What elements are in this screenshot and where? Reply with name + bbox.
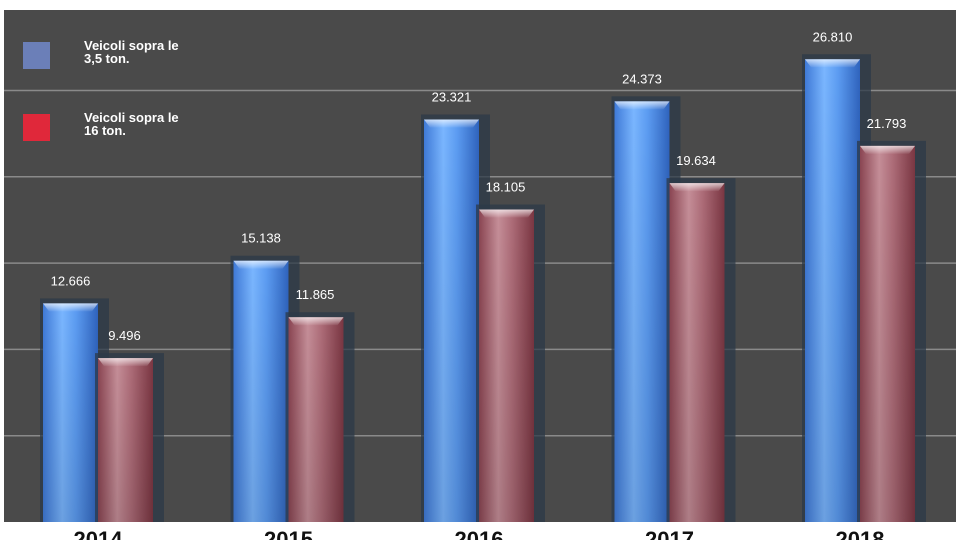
value-label: 9.496	[108, 328, 141, 343]
value-label: 11.865	[296, 287, 335, 302]
bar-shade	[669, 183, 725, 522]
bar-cap	[43, 303, 98, 312]
legend: Veicoli sopra le3,5 ton.Veicoli sopra le…	[23, 38, 179, 141]
bar-shade	[98, 358, 153, 522]
bar-cap	[805, 59, 860, 68]
bar-shade	[860, 145, 915, 522]
bar-cap	[98, 358, 153, 367]
bar-shade	[805, 59, 860, 522]
bar-cap	[288, 317, 344, 326]
category-label: 2017	[645, 527, 694, 540]
legend-label: 16 ton.	[84, 123, 126, 138]
bar-shade	[233, 260, 289, 522]
bar-shade	[43, 303, 98, 522]
bars	[40, 54, 926, 523]
bar-shade	[614, 101, 670, 522]
bar-cap	[860, 145, 915, 154]
legend-label: Veicoli sopra le	[84, 110, 179, 125]
bar-cap	[669, 183, 725, 192]
category-label: 2015	[264, 527, 313, 540]
legend-swatch	[23, 42, 50, 69]
value-label: 19.634	[676, 153, 716, 168]
bar-cap	[479, 209, 534, 218]
category-labels: 2014 2015 2016 2017 2018	[74, 527, 885, 540]
category-label: 2018	[836, 527, 885, 540]
bar-cap	[233, 260, 289, 269]
category-label: 2016	[455, 527, 504, 540]
bar-cap	[424, 119, 479, 128]
bar-shade	[424, 119, 479, 522]
value-labels: 12.666 9.496 15.138 11.865 23.321 18.105 24.37…	[51, 29, 907, 343]
bar-cap	[614, 101, 670, 110]
value-label: 24.373	[622, 71, 662, 86]
value-label: 21.793	[867, 116, 907, 131]
value-label: 23.321	[432, 89, 472, 104]
value-label: 15.138	[241, 231, 281, 246]
legend-label: Veicoli sopra le	[84, 38, 179, 53]
value-label: 18.105	[486, 180, 526, 195]
bar-shade	[288, 317, 344, 522]
category-label: 2014	[74, 527, 124, 540]
value-label: 26.810	[813, 29, 853, 44]
bar-shade	[479, 209, 534, 523]
legend-swatch	[23, 114, 50, 141]
legend-label: 3,5 ton.	[84, 51, 130, 66]
value-label: 12.666	[51, 273, 91, 288]
